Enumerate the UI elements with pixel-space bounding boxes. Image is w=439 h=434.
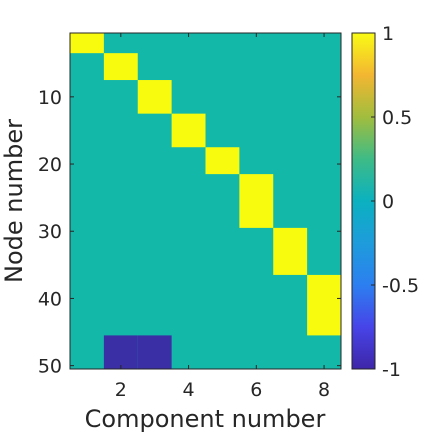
heatmap-cell <box>137 80 172 114</box>
heatmap-cell <box>70 33 104 54</box>
plot-frame <box>69 32 342 370</box>
colorbar-tick-label: 0 <box>382 191 394 213</box>
y-axis-label: Node number <box>0 119 28 283</box>
heatmap-cell <box>239 174 274 228</box>
y-tick-label: 20 <box>38 154 62 176</box>
y-tick-label: 10 <box>38 87 62 109</box>
y-tick-label: 30 <box>38 221 62 243</box>
heatmap-cell <box>137 335 172 369</box>
x-axis-label: Component number <box>85 405 326 433</box>
heatmap-cells <box>70 33 341 369</box>
colorbar-tick-label: -0.5 <box>382 275 419 297</box>
heatmap-cell <box>171 113 206 148</box>
x-tick-label: 4 <box>183 379 195 401</box>
colorbar-tick-label: 1 <box>382 23 394 45</box>
colorbar-tick-label: -1 <box>382 359 401 381</box>
y-tick-label: 50 <box>38 356 62 378</box>
colorbar: 1 0.5 0 -0.5 -1 <box>351 23 419 381</box>
heatmap-cell <box>307 274 341 336</box>
x-tick-label: 8 <box>318 379 330 401</box>
heatmap-cell <box>103 53 138 81</box>
plot-background <box>70 33 341 369</box>
y-axis: 10 20 30 40 50 <box>38 87 341 378</box>
x-axis: 2 4 6 8 <box>115 33 330 401</box>
plot-area: 2 4 6 8 10 20 30 40 50 <box>38 32 342 401</box>
heatmap-cell <box>273 227 308 275</box>
colorbar-ticks: 1 0.5 0 -0.5 -1 <box>371 23 419 381</box>
colorbar-tick-label: 0.5 <box>382 107 412 129</box>
heatmap-cell <box>103 335 138 369</box>
heatmap-cell <box>205 147 240 175</box>
x-tick-label: 6 <box>250 379 262 401</box>
x-tick-label: 2 <box>115 379 127 401</box>
y-tick-label: 40 <box>38 288 62 310</box>
